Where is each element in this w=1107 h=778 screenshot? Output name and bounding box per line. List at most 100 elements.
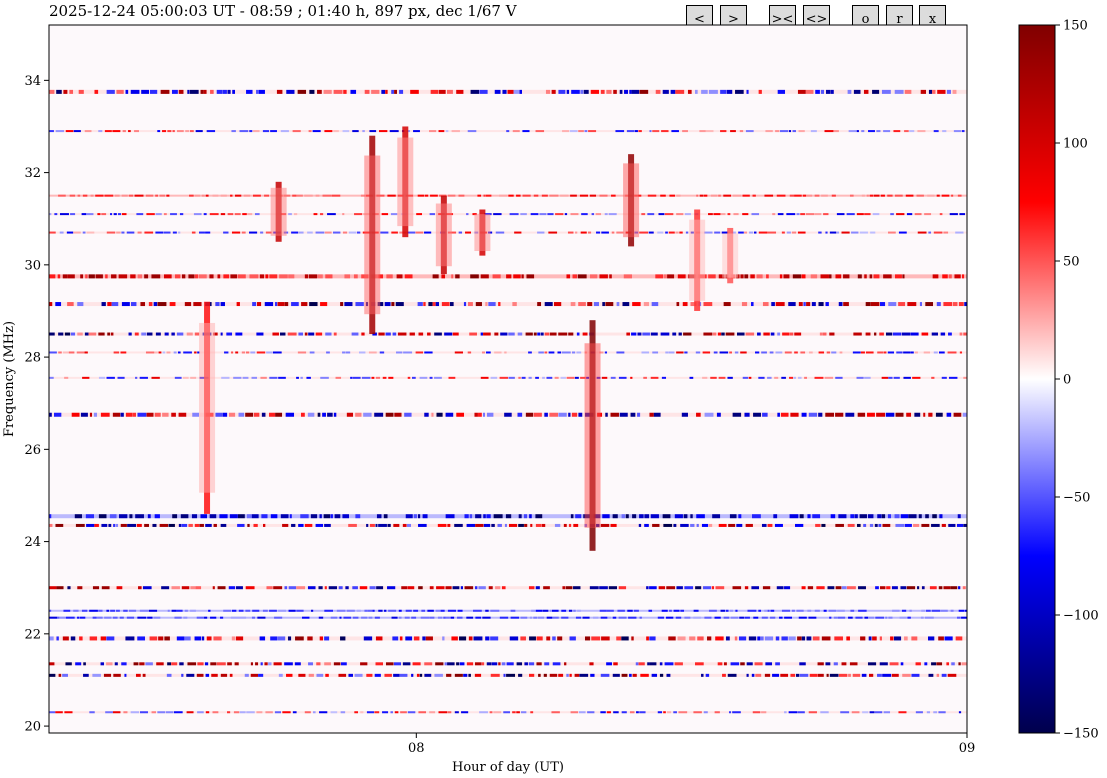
frequency-band [49,673,967,677]
band-segment [117,376,125,379]
band-segment [118,274,128,279]
band-segment [528,351,532,354]
band-segment [717,332,722,336]
band-segment [894,194,903,197]
band-segment [906,213,913,216]
band-segment [196,616,204,619]
band-segment [249,130,253,133]
band-segment [465,231,472,234]
band-segment [562,586,566,590]
band-segment [875,586,879,590]
band-segment [343,616,352,619]
band-segment [958,609,965,612]
band-segment [348,673,353,677]
band-segment [407,376,411,379]
band-segment [841,662,847,666]
band-segment [231,231,241,234]
band-segment [526,274,535,279]
band-segment [443,616,446,619]
band-segment [869,673,874,677]
band-segment [253,130,260,133]
band-segment [497,523,502,527]
band-segment [438,130,445,133]
band-segment [719,351,729,354]
band-segment [452,332,459,336]
band-segment [761,351,767,354]
band-segment [244,673,249,677]
band-segment [611,231,615,234]
band-segment [272,332,279,336]
band-segment [404,412,412,417]
band-segment [323,89,332,94]
band-segment [158,351,162,354]
band-segment [319,514,322,519]
band-segment [668,231,675,234]
band-segment [220,302,225,307]
band-segment [435,609,441,612]
band-segment [513,89,519,94]
frequency-band [49,616,967,619]
band-segment [537,616,545,619]
band-segment [732,711,741,714]
frequency-band [49,302,967,307]
band-segment [101,213,107,216]
band-segment [647,662,650,666]
band-segment [662,514,671,519]
band-segment [829,274,832,279]
band-segment [808,412,818,417]
band-segment [514,231,522,234]
band-segment [84,332,89,336]
band-segment [54,213,58,216]
band-segment [317,274,323,279]
band-segment [798,302,803,307]
band-segment [385,89,388,94]
band-segment [938,636,944,641]
band-segment [797,89,806,94]
band-segment [753,412,762,417]
band-segment [447,711,452,714]
band-segment [49,711,56,714]
band-segment [524,662,528,666]
band-segment [571,412,578,417]
band-segment [73,130,81,133]
band-segment [186,711,194,714]
band-segment [220,194,227,197]
band-segment [454,523,463,527]
band-segment [113,213,117,216]
band-segment [894,514,900,519]
band-segment [568,412,571,417]
band-segment [756,274,763,279]
band-segment [784,616,792,619]
band-segment [650,332,658,336]
band-segment [335,376,342,379]
band-segment [289,514,292,519]
band-segment [427,609,434,612]
band-segment [251,616,256,619]
band-segment [757,332,761,336]
band-segment [49,376,54,379]
band-segment [302,616,310,619]
band-segment [798,130,805,133]
band-segment [744,412,750,417]
band-segment [451,636,458,641]
band-segment [608,213,617,216]
band-segment [75,662,82,666]
band-segment [227,711,231,714]
band-segment [874,523,878,527]
band-segment [135,376,138,379]
band-segment [288,609,296,612]
band-segment [843,274,850,279]
band-segment [877,514,882,519]
band-segment [350,376,353,379]
band-segment [313,711,316,714]
band-segment [613,89,617,94]
band-segment [346,609,355,612]
band-segment [660,332,670,336]
band-segment [376,586,384,590]
band-segment [388,376,394,379]
band-segment [418,586,423,590]
band-segment [81,609,88,612]
band-segment [520,616,528,619]
band-segment [542,523,546,527]
band-segment [533,616,538,619]
